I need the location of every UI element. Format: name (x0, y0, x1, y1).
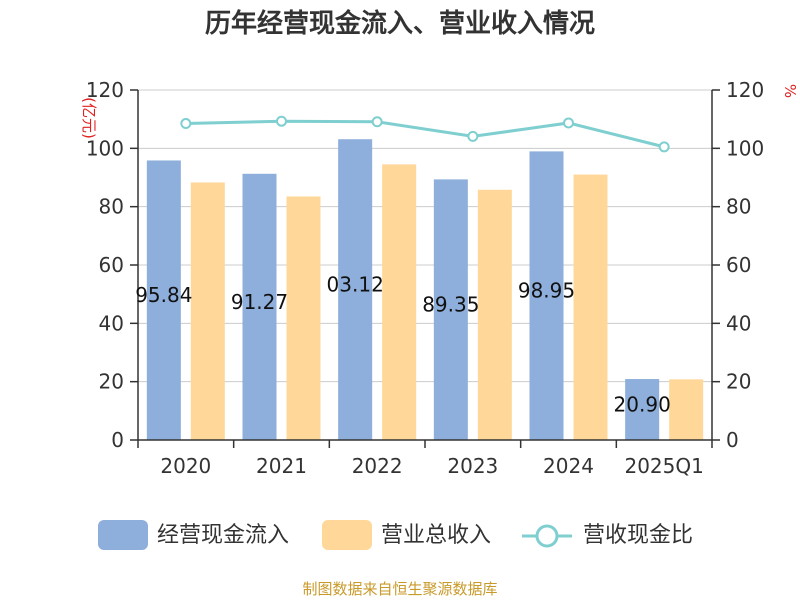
data-label-cash-inflow: 89.35 (422, 293, 479, 317)
bar-cash-inflow (433, 179, 468, 441)
right-tick-label: 20 (726, 370, 751, 394)
data-label-cash-inflow: 03.12 (327, 273, 384, 297)
source-note: 制图数据来自恒生聚源数据库 (302, 580, 497, 598)
right-tick-label: 80 (726, 195, 751, 219)
x-tick-label: 2021 (256, 454, 307, 478)
legend: 经营现金流入 营业总收入 营收现金比 (98, 520, 693, 550)
data-label-cash-inflow: 95.84 (135, 283, 192, 307)
gridlines (138, 89, 712, 383)
x-tick-label: 2025Q1 (624, 454, 703, 478)
right-tick-label: 0 (726, 428, 739, 452)
right-tick-label: 40 (726, 311, 751, 335)
legend-label-revenue: 营业总收入 (381, 523, 491, 548)
left-tick-label: 0 (111, 428, 124, 452)
ratio-point (371, 116, 383, 128)
ratio-point (467, 130, 479, 142)
ratio-point (563, 117, 574, 129)
left-tick-label: 60 (99, 253, 124, 277)
left-tick-label: 100 (86, 136, 124, 160)
data-label-cash-inflow: 20.90 (614, 393, 671, 417)
data-labels: 95.84 91.27 03.12 89.35 98.95 20.90 (135, 273, 671, 417)
bar-cash-inflow (242, 173, 277, 440)
legend-label-ratio: 营收现金比 (583, 523, 693, 548)
left-axis: 0 20 40 60 80 100 120 (86, 78, 139, 452)
x-tick-label: 2020 (160, 454, 211, 478)
left-tick-label: 20 (99, 370, 124, 394)
bar-revenue (286, 196, 321, 440)
left-tick-label: 80 (99, 195, 124, 219)
bars (146, 139, 704, 441)
legend-swatch-revenue (322, 520, 372, 550)
x-tick-label: 2023 (447, 454, 498, 478)
right-tick-label: 120 (726, 78, 764, 102)
right-tick-label: 100 (726, 136, 764, 160)
bar-cash-inflow (529, 151, 564, 441)
bar-revenue (190, 182, 225, 441)
legend-swatch-cash-inflow (98, 520, 148, 550)
right-axis-unit: % (781, 84, 799, 98)
chart-title: 历年经营现金流入、营业收入情况 (205, 8, 595, 39)
legend-marker-ratio (535, 524, 559, 548)
data-label-cash-inflow: 98.95 (518, 279, 575, 303)
left-axis-unit: (亿元) (80, 97, 98, 139)
x-axis: 2020 2021 2022 2023 2024 2025Q1 (137, 439, 713, 478)
right-axis: 0 20 40 60 80 100 120 (711, 78, 764, 452)
ratio-point (658, 141, 670, 153)
bar-cash-inflow (338, 139, 373, 440)
ratio-point (180, 118, 192, 130)
bar-revenue (382, 164, 417, 440)
left-tick-label: 40 (99, 311, 124, 335)
bar-revenue (477, 189, 512, 440)
data-label-cash-inflow: 91.27 (231, 290, 288, 314)
x-tick-label: 2024 (543, 454, 594, 478)
ratio-line-path (185, 119, 665, 149)
x-tick-label: 2022 (352, 454, 403, 478)
legend-label-cash-inflow: 经营现金流入 (157, 523, 289, 548)
bar-cash-inflow (625, 379, 660, 440)
right-tick-label: 60 (726, 253, 751, 277)
ratio-point (276, 115, 287, 127)
left-tick-label: 120 (86, 78, 124, 102)
bar-revenue (573, 174, 608, 441)
ratio-line (180, 115, 670, 153)
bar-cash-inflow (146, 160, 181, 440)
bar-revenue (669, 379, 704, 440)
